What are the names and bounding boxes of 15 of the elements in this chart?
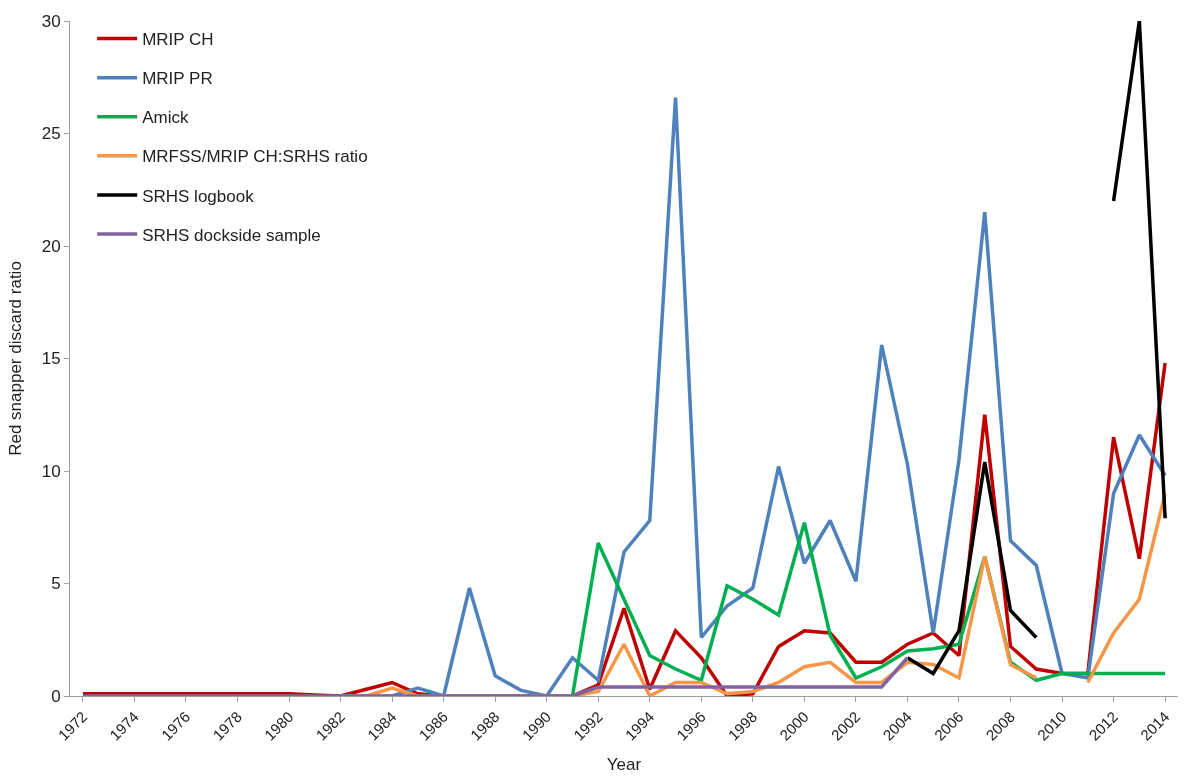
y-tick-label: 30 bbox=[41, 11, 61, 31]
legend-label: Amick bbox=[142, 108, 189, 128]
legend-label: MRFSS/MRIP CH:SRHS ratio bbox=[142, 147, 368, 167]
legend-label: SRHS dockside sample bbox=[142, 225, 321, 245]
y-tick-label: 20 bbox=[41, 236, 61, 256]
y-tick-label: 10 bbox=[41, 461, 61, 481]
y-tick-label: 0 bbox=[51, 686, 61, 706]
y-tick-label: 5 bbox=[51, 574, 61, 594]
y-tick-label: 15 bbox=[41, 349, 61, 369]
y-tick-label: 25 bbox=[41, 124, 61, 144]
x-axis-title: Year bbox=[606, 754, 642, 774]
legend-label: SRHS logbook bbox=[142, 186, 255, 206]
y-axis-title: Red snapper discard ratio bbox=[6, 261, 26, 456]
legend-label: MRIP PR bbox=[142, 69, 213, 89]
legend-label: MRIP CH bbox=[142, 30, 214, 50]
